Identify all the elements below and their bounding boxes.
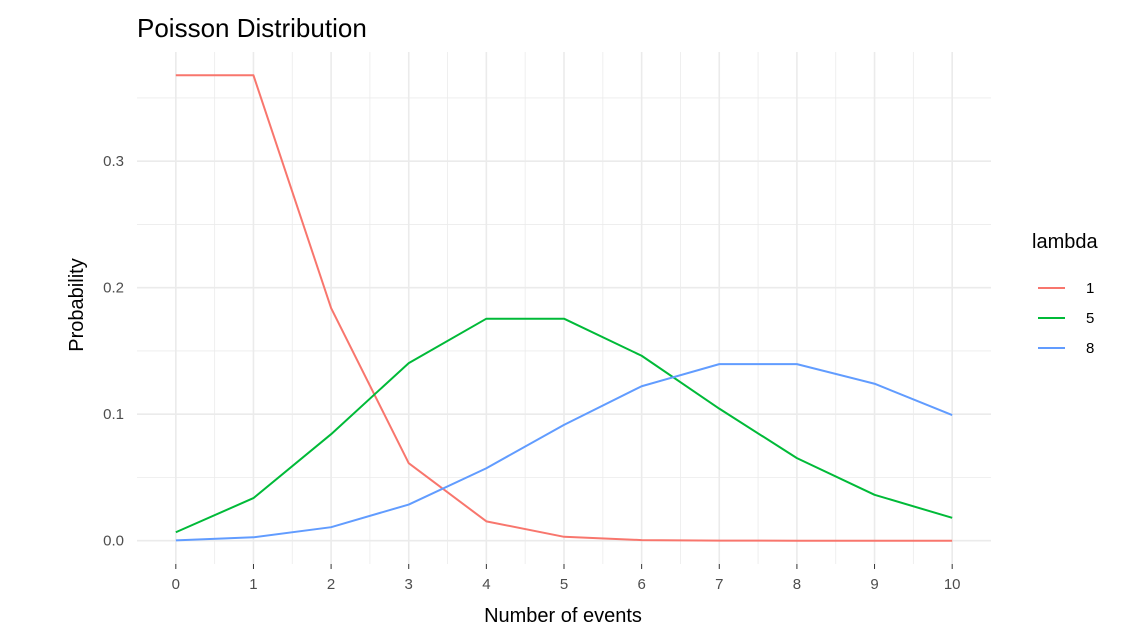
x-tick-label: 8 bbox=[793, 576, 801, 593]
series-line-lambda-8 bbox=[175, 363, 953, 542]
x-tick-label: 9 bbox=[870, 576, 878, 593]
x-tick-label: 5 bbox=[560, 576, 568, 593]
y-axis-title: Probability bbox=[66, 258, 88, 351]
series-line-lambda-5 bbox=[175, 317, 953, 534]
x-tick-label: 6 bbox=[637, 576, 645, 593]
y-tick-label: 0.1 bbox=[103, 406, 124, 423]
grid bbox=[137, 52, 991, 564]
x-tick-label: 0 bbox=[172, 576, 180, 593]
legend-title: lambda bbox=[1032, 231, 1098, 253]
x-tick-label: 4 bbox=[482, 576, 490, 593]
x-tick-label: 7 bbox=[715, 576, 723, 593]
legend: lambda 1 5 8 bbox=[1032, 231, 1098, 357]
x-tick-label: 1 bbox=[249, 576, 257, 593]
x-tick-label: 10 bbox=[944, 576, 961, 593]
legend-label-8: 8 bbox=[1086, 340, 1094, 357]
series-lines bbox=[175, 74, 953, 542]
x-tick-label: 2 bbox=[327, 576, 335, 593]
x-axis-title: Number of events bbox=[484, 605, 642, 627]
legend-label-5: 5 bbox=[1086, 310, 1094, 327]
x-axis: 0 1 2 3 4 5 6 7 8 9 10 bbox=[172, 564, 961, 593]
y-axis: 0.0 0.1 0.2 0.3 bbox=[103, 153, 124, 550]
x-tick-label: 3 bbox=[405, 576, 413, 593]
legend-label-1: 1 bbox=[1086, 280, 1094, 297]
y-tick-label: 0.2 bbox=[103, 280, 124, 297]
chart-title: Poisson Distribution bbox=[137, 13, 367, 43]
y-tick-label: 0.0 bbox=[103, 533, 124, 550]
y-tick-label: 0.3 bbox=[103, 153, 124, 170]
series-line-lambda-1 bbox=[175, 74, 953, 542]
